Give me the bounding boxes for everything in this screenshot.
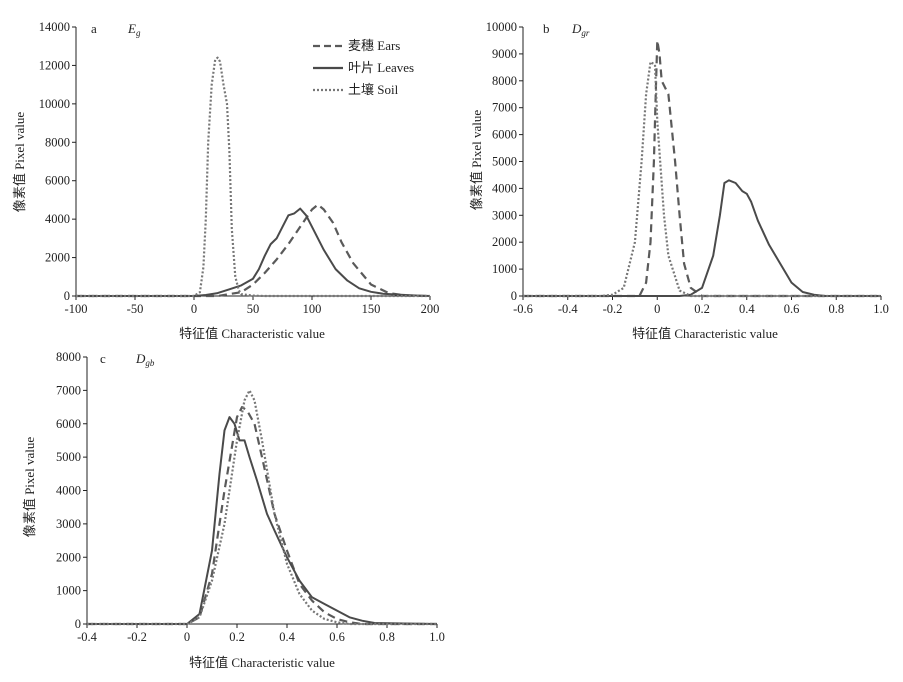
panel-c-x-tick-label: 0 [184, 630, 190, 644]
legend-leaves-label: 叶片 Leaves [348, 60, 414, 75]
panel-b-y-tick-label: 0 [511, 289, 517, 303]
panel-b-y-tick-label: 8000 [492, 74, 517, 88]
legend: 麦穗 Ears 叶片 Leaves 土壤 Soil [313, 38, 414, 97]
legend-ears-label: 麦穗 Ears [348, 38, 400, 53]
panel-c-y-tick-label: 3000 [56, 517, 81, 531]
panel-c-x-tick-label: 0.4 [279, 630, 295, 644]
panel-b-chart: 0 1000 2000 3000 4000 5000 6000 7000 8000 9000 100… [469, 20, 889, 341]
panel-c-x-tick-label: 0.6 [329, 630, 345, 644]
panel-c-letter: c [100, 351, 106, 366]
panel-a-y-tick-label: 6000 [45, 174, 70, 188]
panel-b-letter: b [543, 21, 550, 36]
panel-a-y-tick-label: 10000 [39, 97, 70, 111]
panel-a-letter: a [91, 21, 97, 36]
panel-c-chart: 0 1000 2000 3000 4000 5000 6000 7000 8000 -0.4 -0.… [22, 350, 445, 670]
panel-b-x-tick-label: 1.0 [873, 302, 889, 316]
panel-c-y-tick-label: 7000 [56, 383, 81, 397]
panel-a-y-tick-label: 14000 [39, 20, 70, 34]
panel-b-series-leaves [523, 179, 881, 297]
panel-b-y-tick-label: 3000 [492, 208, 517, 222]
panel-a-x-tick-label: 0 [191, 302, 197, 316]
panel-b-x-tick-label: 0.4 [739, 302, 755, 316]
panel-b-y-tick-label: 4000 [492, 181, 517, 195]
panel-a-series-leaves [76, 207, 431, 297]
panel-b-x-tick-label: -0.2 [603, 302, 623, 316]
panel-c-x-tick-label: 0.2 [229, 630, 245, 644]
panel-b-x-tick-label: 0.6 [784, 302, 800, 316]
panel-c-x-tick-label: 0.8 [379, 630, 395, 644]
panel-c-xlabel: 特征值 Characteristic value [189, 655, 335, 670]
panel-a-x-tick-label: 50 [247, 302, 260, 316]
panel-b-y-tick-label: 7000 [492, 101, 517, 115]
panel-b-y-tick-label: 2000 [492, 235, 517, 249]
panel-c-y-tick-label: 0 [75, 617, 81, 631]
panel-c-plot: 0 1000 2000 3000 4000 5000 6000 7000 8000 -0.4 -0.… [56, 350, 445, 644]
panel-b-y-tick-label: 5000 [492, 155, 517, 169]
panel-c-y-tick-label: 1000 [56, 584, 81, 598]
panel-b-x-tick-label: -0.4 [558, 302, 579, 316]
panel-b-x-tick-label: 0.2 [694, 302, 710, 316]
legend-soil-label: 土壤 Soil [348, 82, 399, 97]
panel-c-ylabel: 像素值 Pixel value [22, 437, 37, 538]
panel-b-x-tick-label: -0.6 [513, 302, 533, 316]
panel-b-x-tick-label: 0 [654, 302, 660, 316]
panel-c-series-ears [87, 406, 437, 626]
panel-b-x-tick-label: 0.8 [828, 302, 844, 316]
panel-c-y-tick-label: 4000 [56, 484, 81, 498]
panel-a-x-tick-label: 100 [303, 302, 322, 316]
panel-c-y-tick-label: 5000 [56, 450, 81, 464]
panel-b-series-ears [523, 39, 881, 298]
panel-a-plot: 0 2000 4000 6000 8000 10000 12000 14000 -100 -50 0… [39, 20, 440, 316]
panel-a-y-tick-label: 2000 [45, 251, 70, 265]
panel-c-y-tick-label: 6000 [56, 417, 81, 431]
panel-b-y-tick-label: 6000 [492, 128, 517, 142]
panel-a-y-tick-label: 12000 [39, 58, 70, 72]
panel-a-y-tick-label: 4000 [45, 212, 70, 226]
panel-b-y-tick-label: 9000 [492, 47, 517, 61]
panel-b-ylabel: 像素值 Pixel value [469, 110, 484, 211]
panel-b-series-soil [523, 60, 881, 298]
panel-a-x-tick-label: -100 [65, 302, 88, 316]
panel-b-plot: 0 1000 2000 3000 4000 5000 6000 7000 8000 9000 100… [486, 20, 889, 316]
panel-b-y-tick-label: 10000 [486, 20, 517, 34]
panel-b-y-tick-label: 1000 [492, 262, 517, 276]
panel-c-variable: Dgb [135, 351, 155, 368]
panel-a-x-tick-label: -50 [127, 302, 144, 316]
panel-c-x-tick-label: 1.0 [429, 630, 445, 644]
panel-c-x-tick-label: -0.2 [127, 630, 147, 644]
panel-a-x-tick-label: 150 [362, 302, 381, 316]
panel-c-series-leaves [87, 416, 438, 625]
panel-c-series-soil [87, 389, 437, 626]
panel-a-series-soil [76, 56, 430, 298]
panel-a-variable: Eg [127, 21, 141, 38]
panel-b-xlabel: 特征值 Characteristic value [632, 326, 778, 341]
panel-a-ylabel: 像素值 Pixel value [12, 112, 27, 213]
panel-c-y-tick-label: 2000 [56, 550, 81, 564]
panel-a-y-tick-label: 0 [64, 289, 70, 303]
panel-c-y-tick-label: 8000 [56, 350, 81, 364]
panel-b-variable: Dgr [571, 21, 590, 38]
panel-a-chart: 0 2000 4000 6000 8000 10000 12000 14000 -100 -50 0… [12, 20, 439, 341]
panel-c-x-tick-label: -0.4 [77, 630, 98, 644]
panel-a-xlabel: 特征值 Characteristic value [179, 326, 325, 341]
panel-a-series-ears [76, 203, 431, 298]
panel-a-y-tick-label: 8000 [45, 135, 70, 149]
panel-a-x-tick-label: 200 [421, 302, 440, 316]
